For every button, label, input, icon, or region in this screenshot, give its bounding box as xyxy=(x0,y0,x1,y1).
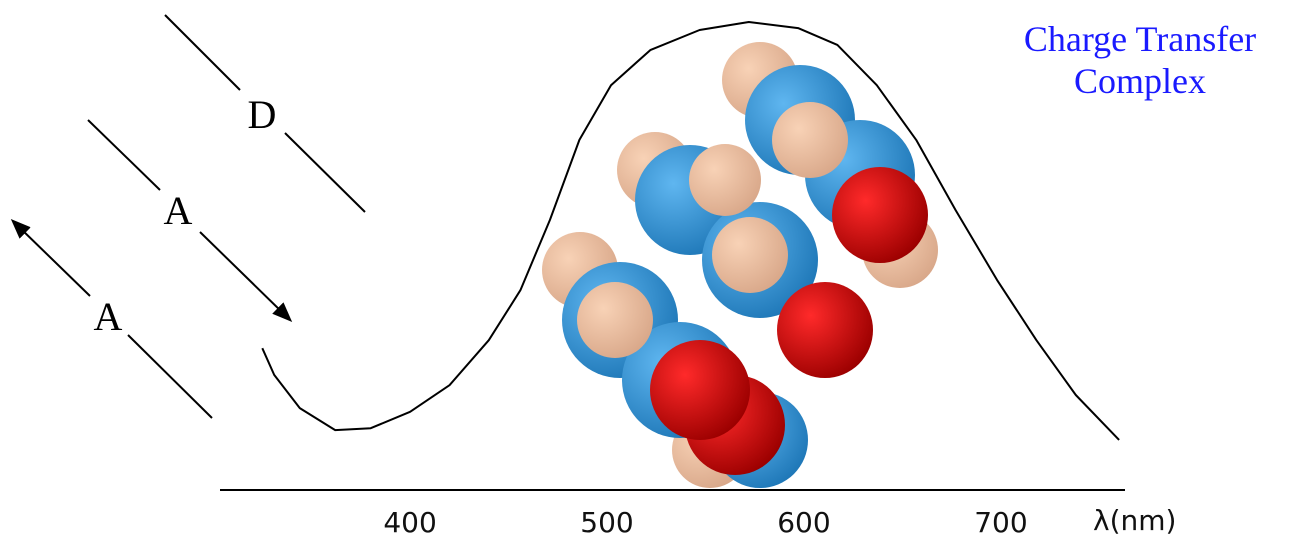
x-tick-label: 500 xyxy=(580,506,633,539)
spectrum-line xyxy=(261,21,1120,441)
x-tick-label: 600 xyxy=(777,506,830,539)
x-axis-label: λ(nm) xyxy=(1093,504,1176,537)
x-tick-label: 400 xyxy=(383,506,436,539)
annotation: D xyxy=(248,92,277,137)
annotation: A xyxy=(94,294,123,339)
donor-acceptor-lines xyxy=(10,14,366,419)
x-tick-label: 700 xyxy=(974,506,1027,539)
chart-title: Charge Transfer Complex xyxy=(1023,19,1257,101)
molecule-model xyxy=(542,42,938,488)
annotation: A xyxy=(164,188,193,233)
